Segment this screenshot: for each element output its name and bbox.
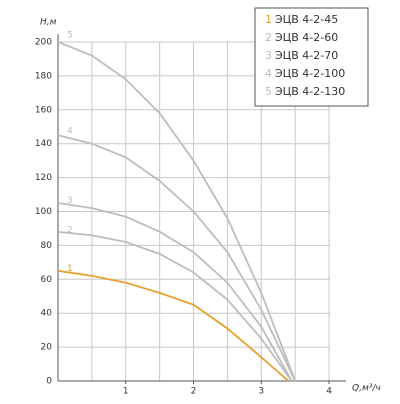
y-tick-label: 100	[35, 207, 52, 217]
x-tick-label: 1	[123, 387, 129, 397]
y-tick-label: 40	[41, 309, 53, 319]
x-tick-label: 3	[258, 387, 264, 397]
x-tick-label: 4	[326, 387, 332, 397]
legend-number: 1	[265, 13, 272, 26]
y-tick-label: 180	[35, 71, 52, 81]
curve-label: 2	[67, 226, 73, 236]
legend-number: 5	[265, 85, 272, 98]
legend-number: 3	[265, 49, 272, 62]
y-tick-label: 20	[41, 343, 53, 353]
y-tick-label: 160	[35, 105, 52, 115]
legend-box	[254, 7, 369, 107]
y-tick-label: 120	[35, 173, 52, 183]
curve-label: 4	[67, 126, 73, 136]
legend-label: ЭЦВ 4-2-130	[275, 85, 345, 98]
curve-label: 3	[67, 196, 73, 206]
legend-label: ЭЦВ 4-2-70	[275, 49, 338, 62]
legend-label: ЭЦВ 4-2-100	[275, 67, 345, 80]
curve	[57, 134, 296, 382]
y-tick-label: 60	[41, 275, 53, 285]
legend-number: 4	[265, 67, 272, 80]
curve	[57, 202, 293, 382]
curve	[57, 230, 293, 382]
legend-label: ЭЦВ 4-2-45	[275, 13, 338, 26]
curve	[57, 269, 289, 382]
curve	[57, 41, 297, 382]
y-tick-label: 200	[35, 38, 52, 48]
x-tick-label: 2	[191, 387, 197, 397]
legend-label: ЭЦВ 4-2-60	[275, 31, 338, 44]
y-axis-label: H,м	[40, 18, 57, 28]
y-tick-label: 80	[41, 241, 53, 251]
curve-label: 1	[67, 264, 73, 274]
y-tick-label: 140	[35, 139, 52, 149]
legend-number: 2	[265, 31, 272, 44]
x-axis-label: Q,м³/ч	[352, 384, 381, 394]
curve-label: 5	[67, 31, 73, 41]
y-tick-label: 0	[46, 377, 52, 387]
